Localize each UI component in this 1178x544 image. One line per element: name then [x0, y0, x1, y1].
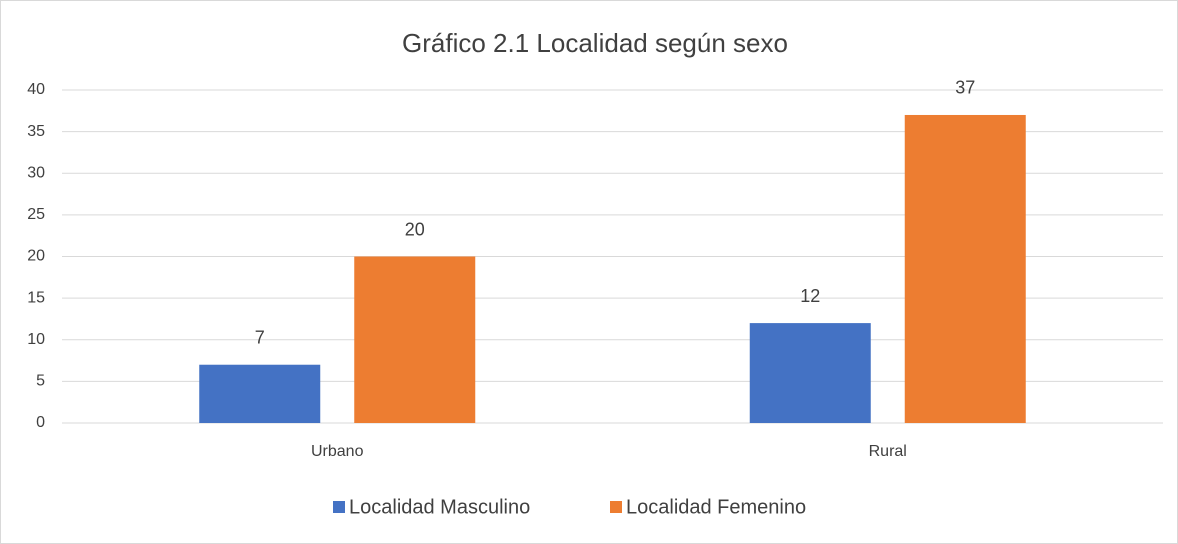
data-label: 12 — [800, 286, 820, 306]
y-tick-label: 30 — [27, 164, 45, 181]
y-tick-label: 5 — [36, 373, 45, 390]
y-tick-label: 35 — [27, 123, 45, 140]
bar — [904, 114, 1026, 423]
data-label: 20 — [405, 219, 425, 239]
data-label: 7 — [255, 327, 265, 347]
y-tick-label: 15 — [27, 289, 45, 306]
legend-swatch — [610, 501, 622, 513]
bar — [199, 364, 321, 423]
data-label: 37 — [955, 78, 975, 98]
y-tick-label: 25 — [27, 206, 45, 223]
legend-label: Localidad Femenino — [626, 496, 806, 518]
bar — [749, 323, 871, 423]
y-tick-label: 40 — [27, 81, 45, 98]
legend-swatch — [333, 501, 345, 513]
x-tick-label: Urbano — [311, 443, 364, 460]
chart-title: Gráfico 2.1 Localidad según sexo — [402, 28, 788, 58]
bar — [354, 256, 476, 423]
y-tick-label: 0 — [36, 414, 45, 431]
y-tick-label: 20 — [27, 248, 45, 265]
y-tick-label: 10 — [27, 331, 45, 348]
x-tick-label: Rural — [869, 443, 907, 460]
legend-label: Localidad Masculino — [349, 496, 530, 518]
